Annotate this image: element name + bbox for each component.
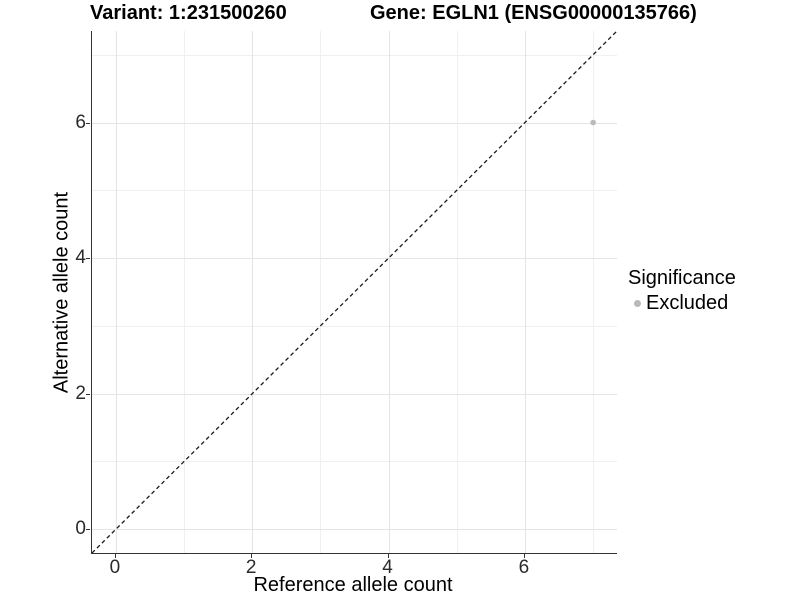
y-tick-mark [86,393,90,395]
y-minor-gridline [92,325,617,327]
y-axis-title: Alternative allele count [50,191,73,394]
x-major-gridline [388,31,390,553]
legend: Significance Excluded [628,267,736,315]
y-tick-label: 4 [75,247,86,269]
legend-entry-excluded: Excluded [628,292,736,315]
y-tick-label: 6 [75,111,86,133]
x-minor-gridline [320,31,322,553]
y-tick-label: 2 [75,382,86,404]
x-minor-gridline [184,31,186,553]
x-minor-gridline [593,31,595,553]
x-tick-label: 0 [109,557,121,578]
plot-layer [92,31,617,553]
y-minor-gridline [92,190,617,192]
y-major-gridline [92,258,617,260]
legend-entry-label: Excluded [646,292,729,314]
x-major-gridline [115,31,117,553]
x-tick-mark [387,554,389,558]
x-tick-label: 2 [245,557,257,578]
y-tick-mark [86,258,90,260]
x-minor-gridline [456,31,458,553]
x-major-gridline [524,31,526,553]
plot-title-gene: Gene: EGLN1 (ENSG00000135766) [370,2,697,24]
x-major-gridline [252,31,254,553]
y-minor-gridline [92,461,617,463]
x-axis-title: Reference allele count [253,574,453,596]
y-tick-mark [86,122,90,124]
y-major-gridline [92,529,617,531]
y-minor-gridline [92,54,617,56]
x-tick-mark [251,554,253,558]
x-tick-mark [114,554,116,558]
y-tick-label: 0 [75,518,86,540]
identity-dashed-line [92,31,617,553]
legend-title: Significance [628,267,736,289]
x-tick-label: 4 [382,557,393,578]
y-major-gridline [92,122,617,124]
y-major-gridline [92,393,617,395]
plot-title-variant: Variant: 1:231500260 [90,2,287,24]
legend-point-icon [634,300,641,307]
y-tick-mark [86,529,90,531]
x-tick-mark [523,554,525,558]
x-tick-label: 6 [518,557,530,578]
data-point [590,119,596,126]
plot-panel [91,31,617,554]
